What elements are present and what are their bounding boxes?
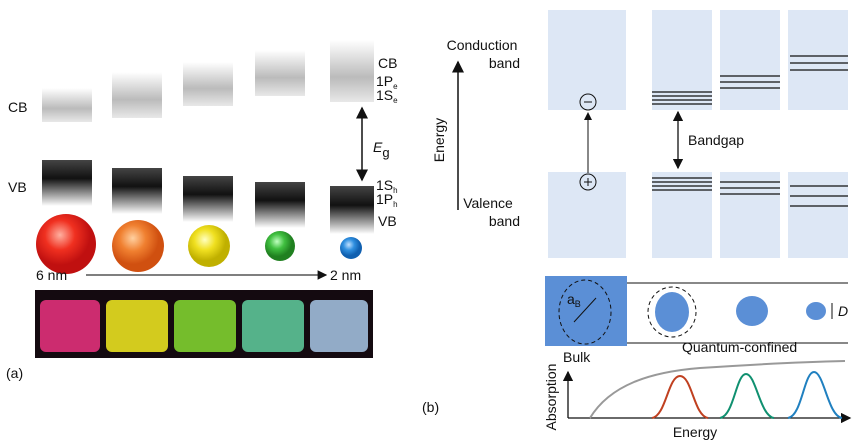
vb-block	[42, 160, 92, 206]
absorption-peak	[652, 376, 708, 418]
panel-b: Conduction band Valence band Energy Band…	[422, 10, 850, 440]
axis-label: Absorption	[543, 364, 559, 431]
dot	[265, 231, 295, 261]
shape	[652, 172, 712, 258]
text-part: 1P	[376, 191, 393, 207]
vb-block	[183, 176, 233, 222]
vial	[310, 300, 368, 352]
text-part: 1S	[376, 87, 393, 103]
diameter-label: D	[838, 303, 848, 319]
absorption-peak	[720, 374, 774, 418]
shape	[720, 10, 780, 110]
vb-label: VB	[378, 213, 397, 229]
band-label: band	[489, 55, 520, 71]
cb-label: CB	[8, 99, 27, 115]
dot	[112, 220, 164, 272]
shape	[788, 172, 848, 258]
size-label: 6 nm	[36, 267, 67, 283]
text-part: e	[393, 82, 398, 91]
bulk-label: Bulk	[563, 349, 591, 365]
panel-label: (a)	[6, 365, 23, 381]
bandgap-label: Bandgap	[688, 132, 744, 148]
vial	[40, 300, 100, 352]
dot	[806, 302, 826, 320]
band-label: band	[489, 213, 520, 229]
absorption-peak	[788, 372, 842, 418]
text-part: g	[382, 145, 389, 160]
dot	[188, 225, 230, 267]
text-part: e	[393, 96, 398, 105]
axis-label: Energy	[431, 118, 447, 162]
dot	[36, 214, 96, 274]
vb-label: VB	[8, 179, 27, 195]
shape	[548, 172, 626, 258]
dot	[655, 292, 689, 332]
band-label: Valence	[463, 195, 513, 211]
panel-a: CB VB CB 1Pe 1Se Eg 1Sh 1Ph VB 6 nm 2 nm…	[6, 40, 398, 381]
band-label: Conduction	[447, 37, 518, 53]
text-part: B	[575, 299, 581, 309]
vial	[174, 300, 236, 352]
vial	[242, 300, 304, 352]
size-label: 2 nm	[330, 267, 361, 283]
text-part: h	[393, 186, 397, 195]
vb-block	[255, 182, 305, 228]
dot	[340, 237, 362, 259]
confined-label: Quantum-confined	[682, 339, 797, 355]
cb-block	[255, 50, 305, 96]
shape	[548, 10, 626, 110]
shape	[720, 172, 780, 258]
text-part: h	[393, 200, 397, 209]
cb-block	[112, 72, 162, 118]
shape	[788, 10, 848, 110]
panel-label: (b)	[422, 399, 439, 415]
vb-block	[330, 186, 374, 234]
vial	[106, 300, 168, 352]
cb-label: CB	[378, 55, 397, 71]
cb-block	[42, 88, 92, 122]
vb-block	[112, 168, 162, 214]
text-part: a	[567, 291, 575, 307]
cb-block	[183, 62, 233, 106]
gap-label: Eg	[373, 139, 390, 160]
figure: CB VB CB 1Pe 1Se Eg 1Sh 1Ph VB 6 nm 2 nm…	[0, 0, 856, 442]
axis-label: Energy	[673, 424, 717, 440]
dot	[736, 296, 768, 326]
shape	[652, 10, 712, 110]
cb-block	[330, 40, 374, 102]
bulk-absorption	[590, 361, 845, 418]
bulk-block	[545, 276, 627, 346]
